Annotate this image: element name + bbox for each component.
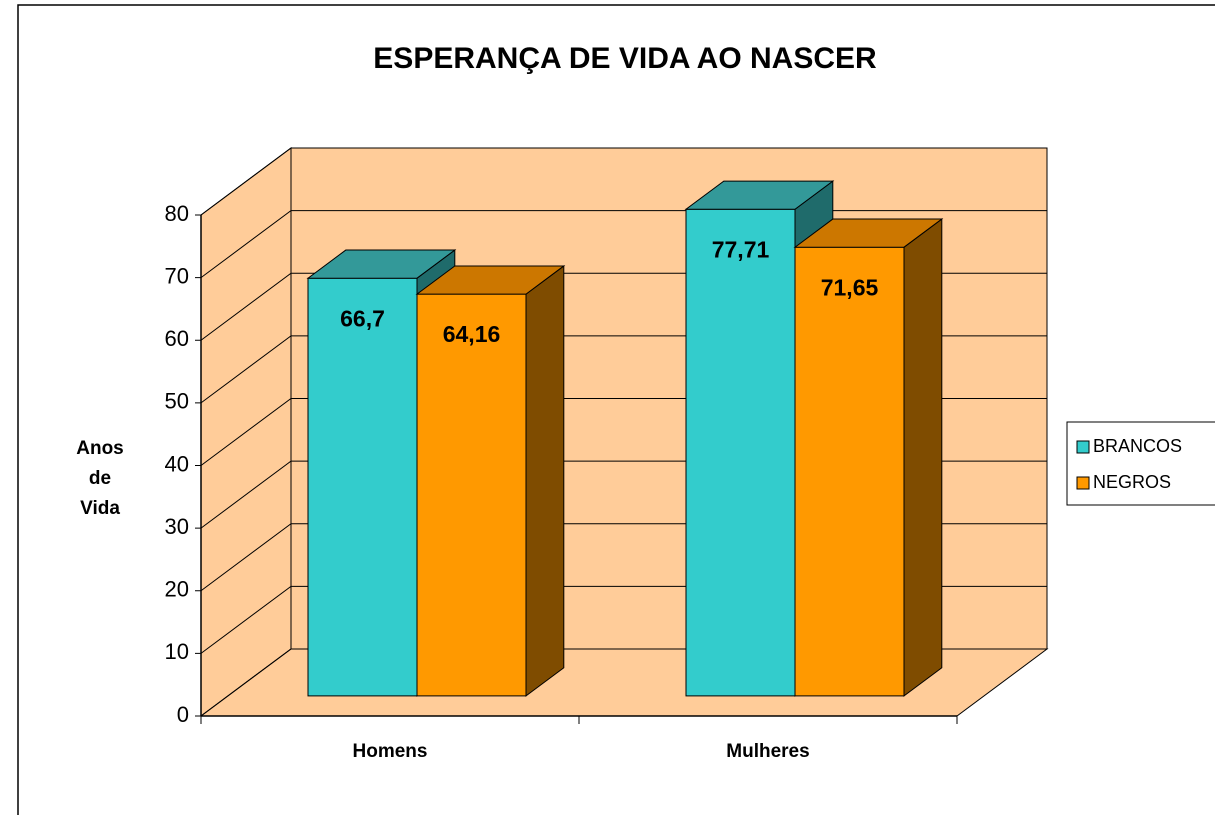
legend-swatch — [1076, 440, 1090, 454]
y-tick-label: 70 — [165, 263, 189, 288]
bar-top — [684, 180, 835, 210]
bar-top — [415, 265, 566, 295]
legend-label: BRANCOS — [1093, 436, 1182, 456]
grid-line — [200, 147, 1047, 216]
y-tick-label: 50 — [165, 389, 189, 414]
bar-side — [903, 218, 943, 697]
chart-border — [17, 4, 1215, 815]
bar-top — [306, 249, 457, 279]
y-tick-label: 10 — [165, 639, 189, 664]
y-tick-label: 80 — [165, 201, 189, 226]
y-tick-label: 40 — [165, 451, 189, 476]
data-label: 64,16 — [443, 321, 501, 347]
bar — [794, 246, 905, 697]
legend-box — [1066, 421, 1215, 506]
bar — [307, 277, 418, 697]
data-label: 71,65 — [821, 274, 879, 300]
legend-swatch — [1076, 476, 1090, 490]
data-label: 77,71 — [712, 236, 770, 262]
y-tick-label: 20 — [165, 577, 189, 602]
y-tick-label: 30 — [165, 514, 189, 539]
bar-side — [525, 264, 565, 697]
chart-title: ESPERANÇA DE VIDA AO NASCER — [373, 42, 877, 75]
bar — [416, 293, 527, 697]
x-tick-label: Homens — [353, 741, 428, 762]
y-tick-label: 60 — [165, 326, 189, 351]
legend-label: NEGROS — [1093, 472, 1171, 492]
y-axis-title: Anos de Vida — [76, 438, 124, 519]
data-label: 66,7 — [340, 305, 385, 331]
x-tick-label: Mulheres — [726, 741, 809, 762]
bar-top — [793, 218, 944, 248]
bar — [685, 208, 796, 697]
y-tick-label: 0 — [177, 702, 189, 727]
